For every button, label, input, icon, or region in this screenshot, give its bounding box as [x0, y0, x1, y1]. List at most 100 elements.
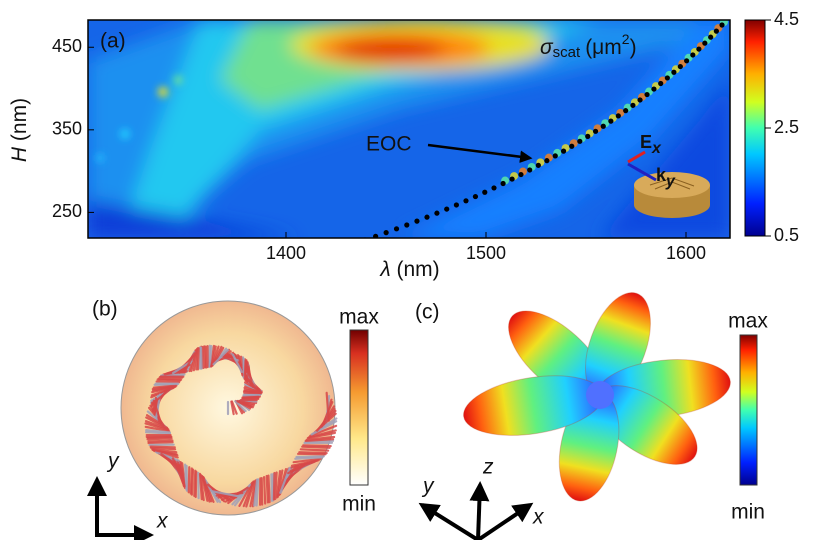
- arrow: [194, 471, 195, 496]
- sub: x: [651, 140, 662, 157]
- eoc-dot: [719, 22, 724, 27]
- sup: 2: [622, 31, 630, 47]
- x-tick-label: 1500: [466, 243, 506, 263]
- eoc-dot: [593, 129, 598, 134]
- colorbar-tick-label: 0.5: [774, 225, 799, 245]
- colorbar-tick-label: 4.5: [774, 9, 799, 29]
- main: E: [640, 132, 652, 152]
- eoc-dot: [434, 211, 439, 216]
- colorbar-b: [350, 330, 368, 485]
- x-tick-label: 1600: [666, 243, 706, 263]
- eoc-dot: [491, 185, 496, 190]
- annotation: EOC: [366, 133, 412, 156]
- colorbar-a: [745, 20, 765, 236]
- sub: y: [665, 173, 676, 190]
- symbol: H: [8, 146, 31, 162]
- arrow: [198, 348, 199, 369]
- colorbar-c: [740, 335, 757, 485]
- colorbar-tick-label: 2.5: [774, 117, 799, 137]
- eoc-dot: [544, 158, 549, 163]
- eoc-dot: [509, 176, 514, 181]
- arrow: [301, 449, 328, 450]
- eoc-dot: [424, 215, 429, 220]
- y-tick-label: 450: [52, 36, 82, 56]
- eoc-dot: [665, 75, 670, 80]
- eoc-dot: [553, 153, 558, 158]
- eoc-dot: [414, 219, 419, 224]
- arrow: [274, 473, 275, 500]
- y-axis-label: H (nm): [8, 98, 31, 162]
- eoc-dot: [482, 190, 487, 195]
- arrow: [189, 467, 190, 492]
- colorbar-max: max: [728, 310, 768, 333]
- arrow: [147, 437, 171, 438]
- arrow: [264, 477, 265, 503]
- colorbar-max: max: [339, 306, 379, 329]
- eoc-dot: [671, 70, 676, 75]
- arrow: [295, 457, 322, 459]
- arrow: [191, 468, 192, 493]
- eoc-dot: [569, 144, 574, 149]
- colorbar-min: min: [342, 493, 376, 516]
- panel-label: (c): [415, 301, 440, 324]
- arrow: [271, 474, 272, 501]
- radiation-pattern: [459, 284, 733, 507]
- colorbar-min: min: [731, 501, 765, 524]
- y-tick-label: 250: [52, 201, 82, 221]
- axis-y: y: [421, 475, 435, 498]
- eoc-dot: [630, 103, 635, 108]
- eoc-dot: [384, 230, 389, 235]
- arrow: [148, 441, 172, 442]
- eoc-dot: [623, 108, 628, 113]
- axes-triad-c: [422, 485, 530, 540]
- center: [586, 381, 614, 409]
- unit: (nm): [397, 258, 440, 281]
- eoc-dot: [684, 58, 689, 63]
- eoc-dot: [702, 41, 707, 46]
- close: ): [630, 36, 637, 59]
- arrow: [202, 347, 203, 368]
- eoc-dot: [644, 92, 649, 97]
- eoc-dot: [714, 29, 719, 34]
- eoc-dot: [536, 163, 541, 168]
- eoc-dot: [527, 167, 532, 172]
- eoc-dot: [394, 226, 399, 231]
- arrow: [201, 348, 202, 369]
- eoc-dot: [585, 134, 590, 139]
- x-tick-label: 1400: [266, 243, 306, 263]
- arrow: [302, 447, 329, 448]
- figure: 1400150016002503504500.52.54.5 (a) σscat…: [0, 0, 816, 540]
- eoc-dot: [518, 172, 523, 177]
- eoc-dot: [601, 124, 606, 129]
- eoc-dot: [454, 202, 459, 207]
- arrow: [159, 379, 181, 380]
- unit: (nm): [8, 98, 31, 141]
- eoc-dot: [463, 198, 468, 203]
- eoc-dot: [678, 64, 683, 69]
- x-axis-label: λ (nm): [379, 258, 439, 281]
- sub: scat: [553, 44, 581, 61]
- eoc-dot: [608, 119, 613, 124]
- eoc-dot: [637, 97, 642, 102]
- symbol: λ: [379, 258, 390, 281]
- axis-z: z: [482, 456, 494, 479]
- y-tick-label: 350: [52, 119, 82, 139]
- eoc-dot: [577, 139, 582, 144]
- axis-x: x: [156, 510, 169, 533]
- unit: (μm: [585, 36, 622, 59]
- eoc-dot: [473, 194, 478, 199]
- eoc-dot: [658, 81, 663, 86]
- eoc-dot: [561, 149, 566, 154]
- eoc-dot: [501, 181, 506, 186]
- arrow: [157, 381, 179, 382]
- eoc-dot: [651, 86, 656, 91]
- eoc-dot: [404, 222, 409, 227]
- arrow: [267, 476, 268, 502]
- axes-triad-b: [95, 480, 150, 535]
- panel-label: (a): [100, 30, 126, 53]
- arrow: [206, 347, 207, 368]
- eoc-dot: [708, 35, 713, 40]
- panel-label: (b): [92, 298, 118, 321]
- arrow: [242, 397, 258, 398]
- arrow: [151, 447, 175, 448]
